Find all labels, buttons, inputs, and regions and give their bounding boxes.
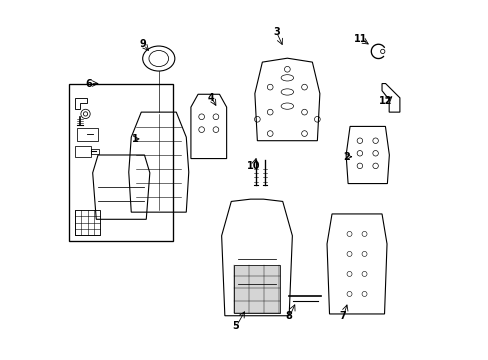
Text: 1: 1 [132,134,139,144]
Text: 5: 5 [232,321,239,332]
Text: 9: 9 [139,39,146,49]
Bar [75,210,100,235]
Text: 8: 8 [285,311,292,321]
Text: 2: 2 [342,152,349,162]
Bar [77,128,98,141]
Text: 7: 7 [339,311,346,321]
Text: 4: 4 [207,93,214,103]
Text: 6: 6 [85,78,92,89]
Bar [234,265,279,314]
Text: 3: 3 [273,27,280,37]
Text: 11: 11 [353,34,366,44]
Text: 10: 10 [246,161,260,171]
Text: 12: 12 [378,96,391,107]
Bar [69,84,173,241]
Bar [91,149,99,154]
Bar [75,146,91,157]
